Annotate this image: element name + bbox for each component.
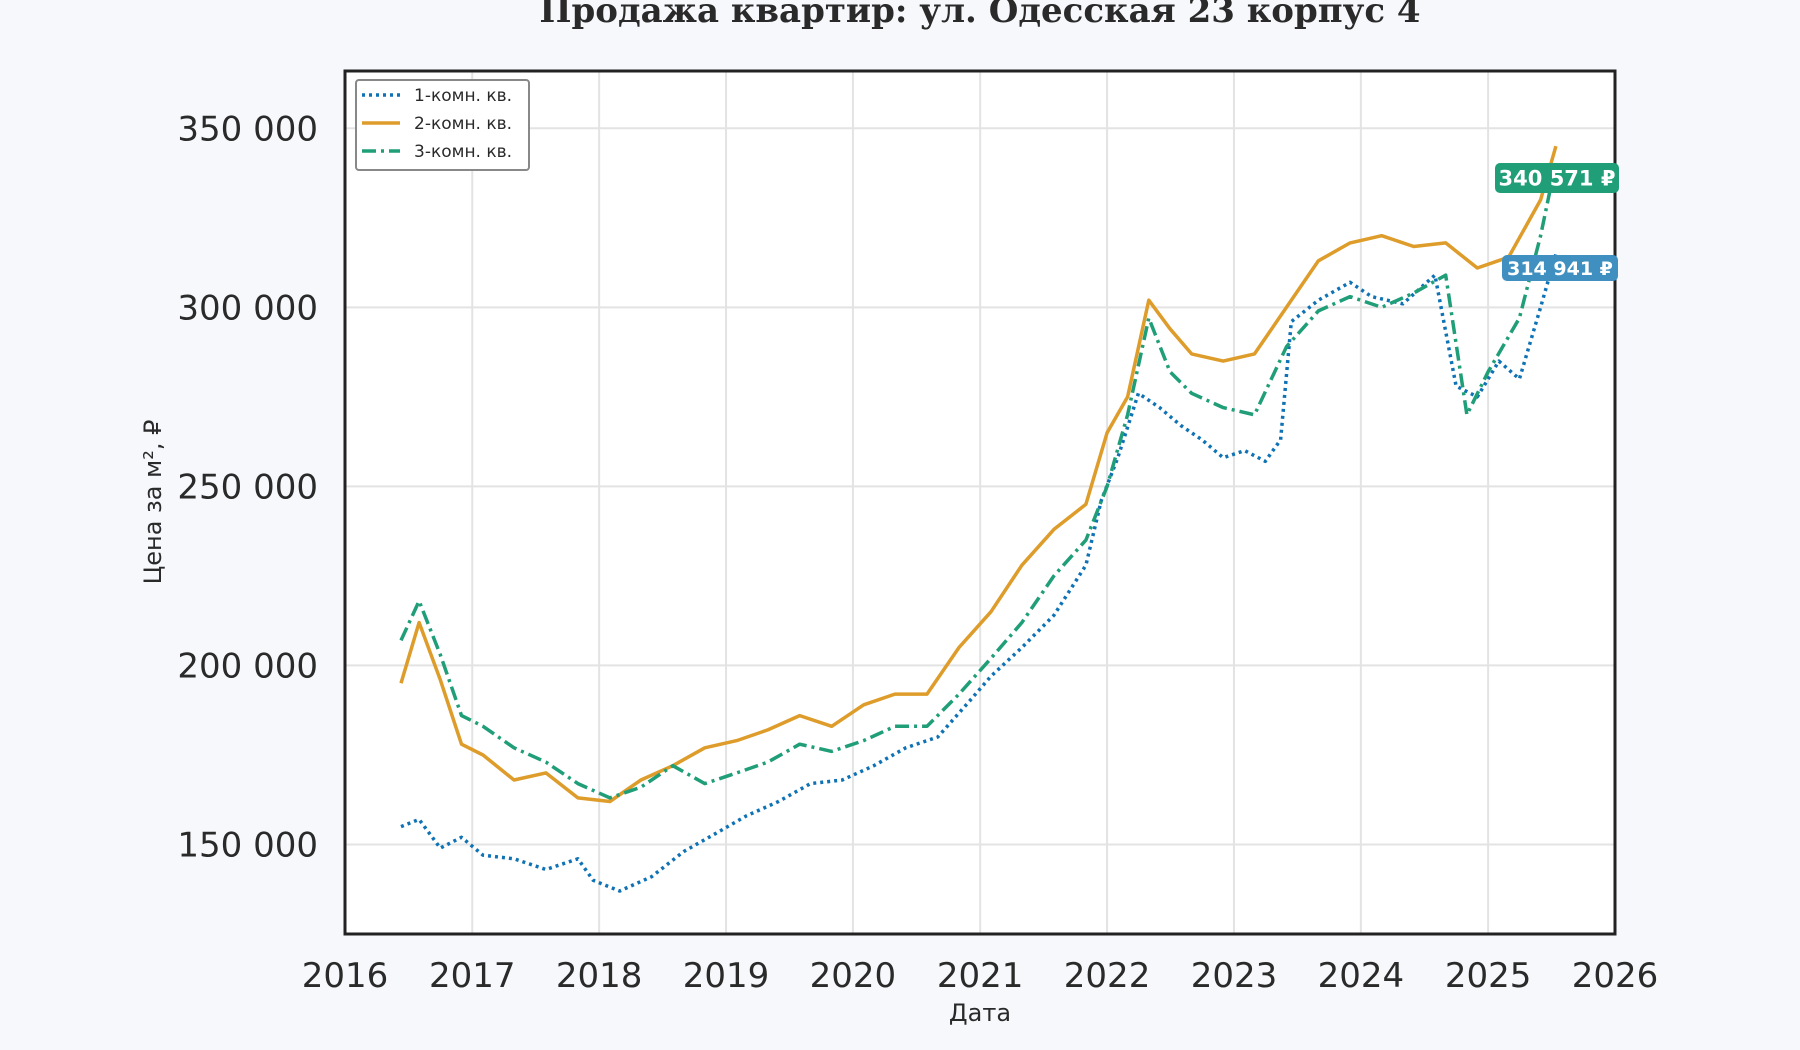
end-label-badge [1502, 255, 1618, 281]
y-tick-label: 300 000 [177, 288, 318, 328]
x-tick-label: 2025 [1445, 956, 1532, 996]
y-axis-label: Цена за м², ₽ [139, 420, 167, 585]
legend-label-3: 3-комн. кв. [414, 142, 512, 162]
x-axis-label: Дата [949, 999, 1011, 1027]
legend: 1-комн. кв. 2-комн. кв. 3-комн. кв. [355, 79, 530, 171]
y-tick-label: 200 000 [177, 646, 318, 686]
x-tick-label: 2021 [937, 956, 1024, 996]
y-tick-label: 250 000 [177, 467, 318, 507]
series-layer [399, 145, 1558, 893]
end-label-text: 340 571 ₽ [1499, 167, 1616, 191]
x-tick-label: 2026 [1572, 956, 1659, 996]
legend-box [355, 79, 530, 171]
series-line-1 [400, 253, 1558, 893]
x-tick-label: 2020 [810, 956, 897, 996]
end-label-text: 314 941 ₽ [1507, 258, 1613, 280]
end-labels: 340 571 ₽ 314 941 ₽ [1495, 163, 1619, 281]
legend-label-2: 2-комн. кв. [414, 114, 512, 134]
grid [344, 71, 1616, 934]
end-label-badge [1495, 163, 1619, 193]
legend-label-1: 1-комн. кв. [414, 86, 512, 106]
y-tick-label: 350 000 [177, 109, 318, 149]
tick-labels: 2016 2017 2018 2019 2020 2021 2022 2023 2024 2025… [177, 109, 1658, 996]
x-tick-label: 2016 [302, 956, 389, 996]
x-tick-label: 2022 [1064, 956, 1151, 996]
x-tick-label: 2017 [429, 956, 516, 996]
y-tick-label: 150 000 [177, 825, 318, 865]
plot-frame [343, 69, 1617, 936]
x-tick-label: 2024 [1318, 956, 1405, 996]
chart-title: Продажа квартир: ул. Одесская 23 корпус … [539, 0, 1420, 31]
x-tick-label: 2019 [683, 956, 770, 996]
series-line-2 [399, 145, 1558, 804]
x-tick-label: 2023 [1191, 956, 1278, 996]
x-tick-label: 2018 [556, 956, 643, 996]
